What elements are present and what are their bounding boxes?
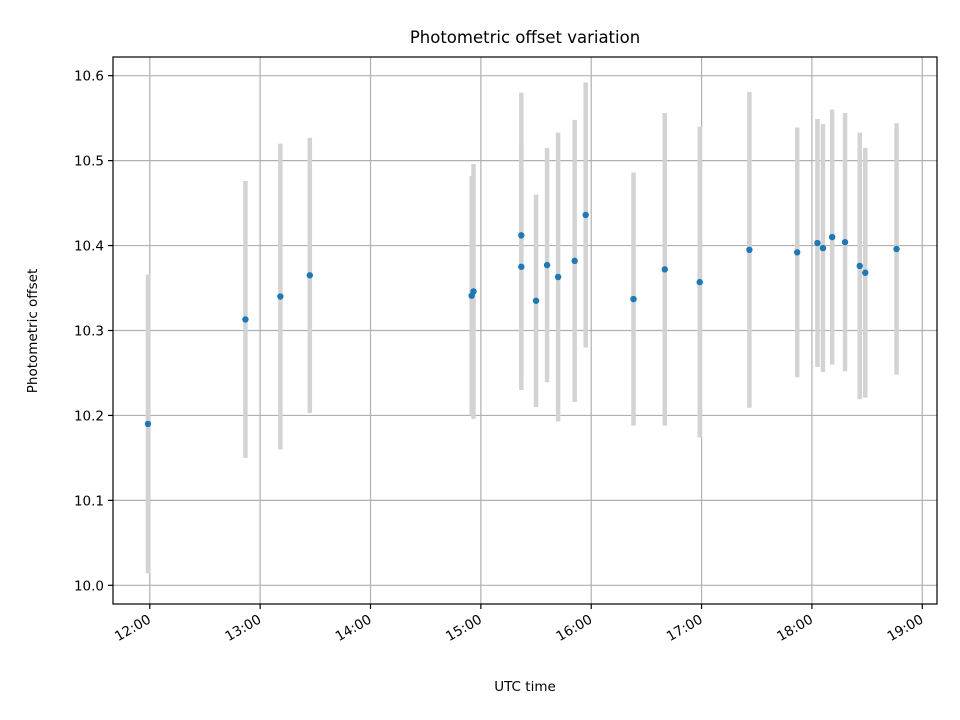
data-point — [518, 232, 525, 239]
x-tick-label: 16:00 — [554, 612, 596, 645]
x-tick-label: 14:00 — [333, 612, 375, 645]
y-tick-label: 10.5 — [74, 154, 104, 170]
data-point — [856, 262, 863, 270]
data-points — [144, 211, 900, 428]
chart-title: Photometric offset variation — [410, 28, 640, 47]
data-point — [828, 233, 836, 241]
y-tick-label: 10.2 — [74, 408, 104, 424]
data-point — [582, 211, 589, 219]
data-point — [470, 288, 477, 295]
y-tick-label: 10.4 — [74, 239, 104, 255]
data-point — [306, 272, 314, 279]
x-tick-label: 12:00 — [112, 612, 154, 645]
x-tick-label: 18:00 — [774, 612, 816, 645]
data-point — [746, 246, 753, 254]
y-axis-ticks: 10.0 10.1 10.2 10.3 10.4 10.5 10.6 — [74, 69, 113, 594]
data-point — [144, 420, 152, 428]
data-point — [841, 238, 849, 246]
x-tick-label: 17:00 — [664, 612, 706, 645]
data-point — [543, 261, 551, 269]
x-axis-label: UTC time — [494, 679, 556, 695]
x-tick-label: 19:00 — [885, 612, 927, 645]
data-point — [571, 257, 578, 265]
data-point — [696, 278, 703, 286]
data-point — [518, 263, 525, 270]
data-point — [242, 316, 249, 323]
data-point — [554, 273, 562, 281]
y-tick-label: 10.6 — [74, 69, 104, 85]
data-point — [661, 266, 668, 273]
x-tick-label: 13:00 — [222, 612, 264, 645]
y-tick-label: 10.3 — [74, 324, 104, 340]
data-point — [532, 297, 540, 304]
y-tick-label: 10.0 — [74, 578, 104, 594]
data-point — [893, 245, 900, 253]
data-point — [862, 269, 869, 276]
data-point — [819, 244, 827, 252]
x-axis-ticks: 12:00 13:00 14:00 15:00 16:00 17:00 18:00 19:00 — [112, 604, 926, 645]
data-point — [630, 295, 637, 303]
y-axis-label: Photometric offset — [25, 269, 41, 393]
data-point — [794, 249, 801, 256]
x-tick-label: 15:00 — [443, 612, 485, 645]
grid-lines — [113, 57, 937, 604]
data-point — [277, 293, 284, 300]
data-point — [814, 239, 821, 247]
y-tick-label: 10.1 — [74, 493, 104, 509]
